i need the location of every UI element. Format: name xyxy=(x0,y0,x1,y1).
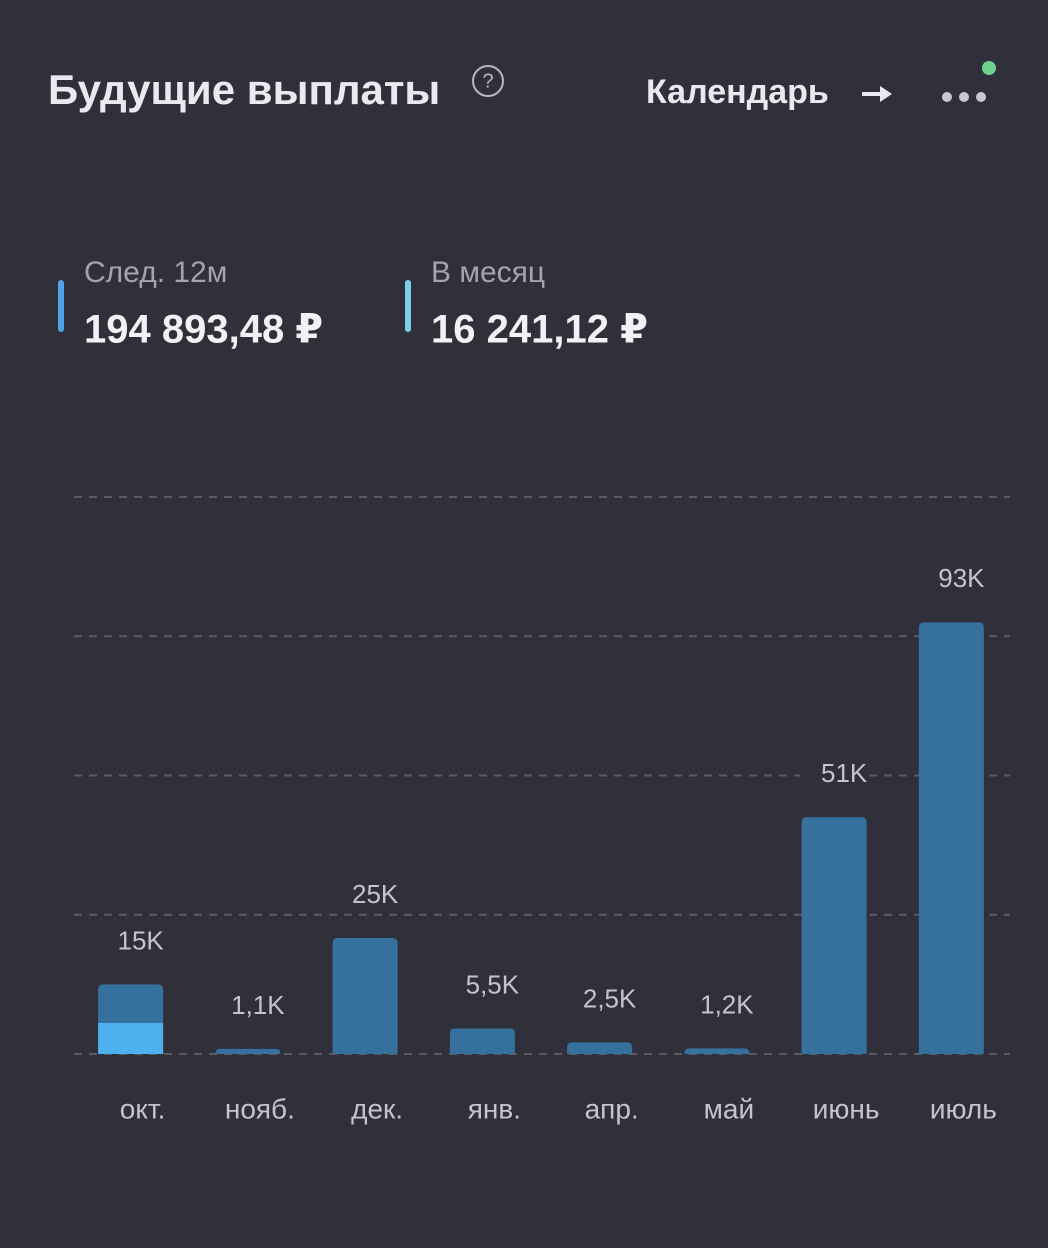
value-label: 1,2K xyxy=(700,989,754,1019)
stat-marker xyxy=(58,280,64,332)
title: Будущие выплаты xyxy=(48,66,440,113)
calendar-link[interactable]: Календарь xyxy=(646,73,829,111)
x-tick-label: нояб. xyxy=(225,1093,295,1124)
x-tick-label: янв. xyxy=(468,1093,521,1124)
x-tick-label: май xyxy=(704,1093,754,1124)
x-tick-label: дек. xyxy=(351,1093,403,1124)
stat-marker xyxy=(405,280,411,332)
stat-value: 194 893,48 ₽ xyxy=(84,308,323,352)
value-label: 2,5K xyxy=(583,983,637,1013)
stat-label: В месяц xyxy=(431,256,545,289)
label-background xyxy=(448,970,517,1003)
menu-dot xyxy=(976,92,986,102)
chart: 15K окт. 1,1K нояб. 25K дек. 5,5K янв. 2,5K апр. 1… xyxy=(74,496,1010,1124)
label-background xyxy=(682,990,751,1023)
label-background xyxy=(565,984,634,1017)
x-tick-label: июль xyxy=(930,1093,997,1124)
x-tick-label: июнь xyxy=(813,1093,880,1124)
value-label: 1,1K xyxy=(231,990,285,1020)
bar xyxy=(449,1028,515,1054)
label-background xyxy=(213,990,282,1023)
bar xyxy=(801,817,867,1054)
label-background xyxy=(800,759,869,792)
bar xyxy=(215,1048,281,1054)
x-tick-label: окт. xyxy=(120,1093,166,1124)
value-label: 93K xyxy=(938,563,985,593)
label-background xyxy=(917,564,986,597)
value-label: 25K xyxy=(352,879,399,909)
status-dot xyxy=(982,61,996,75)
bar xyxy=(332,937,398,1054)
label-background xyxy=(96,926,165,959)
value-label: 51K xyxy=(821,758,868,788)
bar xyxy=(567,1042,633,1054)
stat-value: 16 241,12 ₽ xyxy=(431,308,648,352)
label-background xyxy=(331,879,400,912)
bar xyxy=(684,1048,750,1054)
bar xyxy=(918,622,984,1054)
x-tick-label: апр. xyxy=(585,1093,639,1124)
help-text: ? xyxy=(482,70,493,92)
value-label: 15K xyxy=(117,925,164,955)
value-label: 5,5K xyxy=(466,969,520,999)
menu[interactable] xyxy=(942,92,986,102)
stat-label: След. 12м xyxy=(84,256,227,289)
arrow-head xyxy=(880,86,892,102)
paid-bar xyxy=(98,1022,164,1054)
menu-dot xyxy=(959,92,969,102)
menu-dot xyxy=(942,92,952,102)
help-icon[interactable] xyxy=(472,65,504,97)
